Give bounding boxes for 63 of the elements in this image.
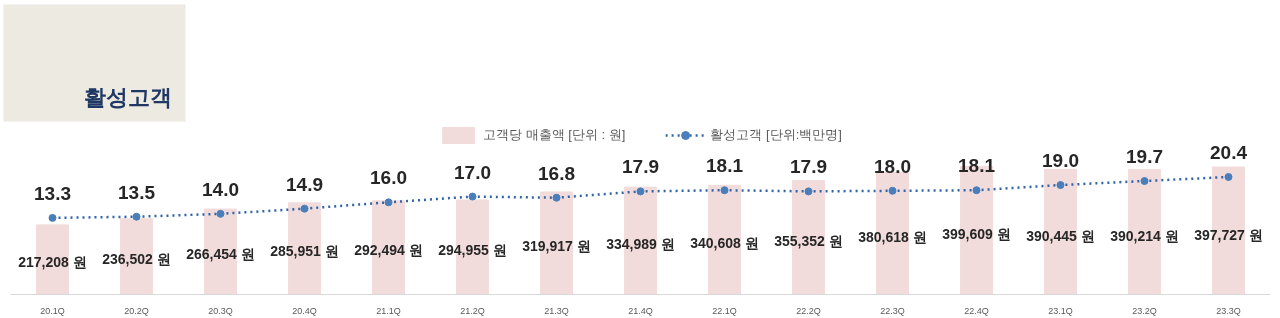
- data-label: 390,214 원: [1110, 227, 1179, 244]
- legend-label: 활성고객 [단위:백만명]: [710, 126, 842, 144]
- data-label: 355,352 원: [774, 232, 843, 249]
- x-tick-label: 22.2Q: [796, 305, 821, 316]
- point: [216, 209, 225, 218]
- x-tick-label: 21.2Q: [460, 305, 485, 316]
- point: [48, 213, 57, 222]
- data-label: 390,445 원: [1026, 227, 1095, 244]
- x-tick-label: 20.3Q: [208, 305, 233, 316]
- x-tick-label: 22.3Q: [880, 305, 905, 316]
- data-label: 18.1: [706, 155, 744, 177]
- data-label: 13.5: [118, 181, 156, 203]
- point: [468, 192, 477, 201]
- point: [384, 198, 393, 207]
- data-label: 16.0: [370, 167, 407, 189]
- data-label: 399,609 원: [942, 226, 1011, 243]
- data-label: 18.1: [958, 155, 996, 177]
- point: [1056, 181, 1065, 190]
- point: [300, 204, 309, 213]
- point: [552, 193, 561, 202]
- point: [972, 186, 981, 195]
- data-label: 17.9: [622, 156, 659, 178]
- x-tick-label: 20.1Q: [40, 305, 65, 316]
- data-label: 19.7: [1126, 146, 1163, 168]
- data-label: 380,618 원: [858, 229, 927, 246]
- x-tick-label: 23.2Q: [1132, 305, 1157, 316]
- data-label: 319,917 원: [522, 238, 591, 255]
- chart-title: 활성고객: [83, 84, 172, 110]
- data-label: 340,608 원: [690, 235, 759, 252]
- point: [1140, 177, 1149, 185]
- x-tick-label: 21.4Q: [628, 305, 653, 316]
- x-tick-label: 20.2Q: [124, 305, 149, 316]
- x-tick-label: 21.1Q: [376, 305, 401, 316]
- x-tick-label: 20.4Q: [292, 305, 317, 316]
- point: [132, 212, 141, 221]
- data-label: 17.9: [790, 156, 827, 178]
- data-label: 16.8: [538, 162, 575, 184]
- point: [720, 186, 729, 195]
- data-label: 294,955 원: [438, 242, 507, 259]
- data-label: 20.4: [1210, 141, 1248, 163]
- point: [1224, 172, 1233, 181]
- data-label: 285,951 원: [270, 243, 339, 260]
- data-label: 266,454 원: [186, 246, 255, 263]
- point: [804, 187, 813, 196]
- x-tick-label: 23.1Q: [1048, 305, 1073, 316]
- data-label: 397,727 원: [1194, 226, 1263, 243]
- x-tick-label: 21.3Q: [544, 305, 569, 316]
- data-label: 217,208 원: [18, 253, 87, 270]
- data-label: 14.0: [202, 178, 239, 200]
- data-label: 14.9: [286, 173, 323, 195]
- point: [888, 186, 897, 195]
- data-label: 18.0: [874, 155, 911, 177]
- data-label: 334,989 원: [606, 236, 675, 253]
- x-tick-label: 22.4Q: [964, 305, 989, 316]
- x-tick-label: 22.1Q: [712, 305, 737, 316]
- data-label: 292,494 원: [354, 242, 423, 259]
- legend-label: 고객당 매출액 [단위 : 원]: [483, 126, 626, 144]
- data-label: 236,502 원: [102, 250, 171, 267]
- data-label: 19.0: [1042, 150, 1079, 172]
- point: [636, 187, 645, 196]
- data-label: 13.3: [34, 182, 71, 204]
- data-label: 17.0: [454, 161, 491, 183]
- x-tick-label: 23.3Q: [1216, 305, 1241, 316]
